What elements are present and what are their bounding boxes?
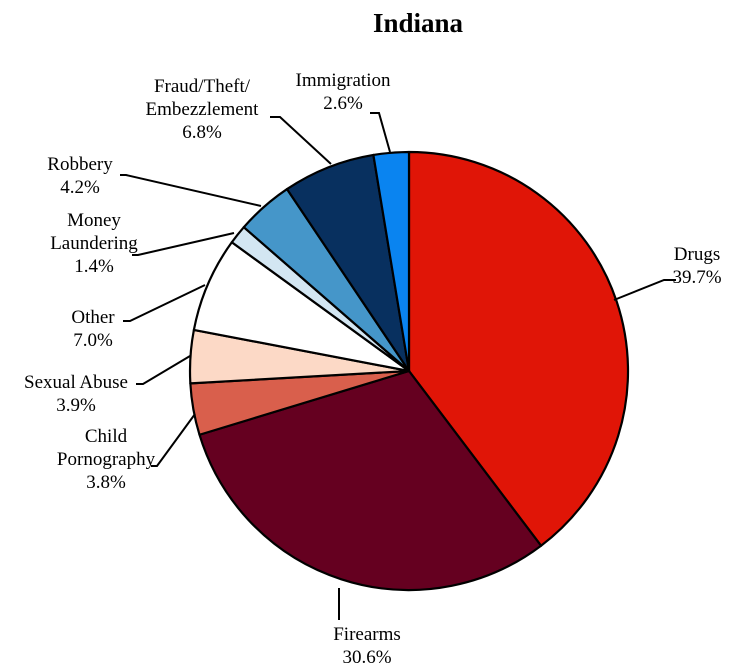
chart-title: Indiana (373, 8, 464, 38)
pie-slice-firearms (198, 369, 543, 592)
slice-label-immigration: Immigration 2.6% (296, 70, 391, 114)
slice-label-line: Money (67, 210, 121, 231)
slice-label-sexual-abuse: Sexual Abuse 3.9% (24, 372, 128, 416)
slice-label-line: Child (85, 426, 128, 447)
slice-label-line: Other (71, 307, 115, 328)
slice-label-firearms: Firearms 30.6% (333, 624, 401, 668)
leader-line-immigration (370, 112, 391, 153)
slice-labels: Drugs 39.7%Firearms 30.6%Child Pornography 3… (24, 70, 722, 668)
leader-line-sexual-abuse (136, 355, 191, 385)
slice-percent: 39.7% (672, 267, 721, 288)
pie-slices (188, 150, 630, 592)
slice-label-line: Drugs (674, 244, 720, 265)
slice-percent: 1.4% (74, 256, 114, 277)
slice-label-line: Laundering (50, 233, 138, 254)
leader-line-other (123, 284, 206, 322)
slice-label-line: Immigration (296, 70, 391, 91)
leader-line-robbery (120, 174, 262, 207)
pie-slice-immigration (372, 150, 411, 373)
slice-label-line: Embezzlement (146, 99, 260, 120)
slice-label-line: Sexual Abuse (24, 372, 128, 393)
slice-label-line: Fraud/Theft/ (154, 76, 251, 97)
leader-line-drugs (613, 279, 676, 301)
leader-line-fraud-theft-embezzlement (270, 116, 332, 165)
slice-percent: 30.6% (342, 647, 391, 668)
slice-label-drugs: Drugs 39.7% (672, 244, 721, 288)
slice-percent: 3.8% (86, 472, 126, 493)
slice-label-other: Other 7.0% (71, 307, 115, 351)
slice-label-line: Robbery (47, 154, 113, 175)
slice-percent: 6.8% (182, 122, 222, 143)
slice-label-robbery: Robbery 4.2% (47, 154, 113, 198)
leader-line-money-laundering (132, 232, 235, 256)
slice-label-child-pornography: Child Pornography 3.8% (57, 426, 156, 493)
pie-slice-drugs (407, 150, 630, 547)
slice-percent: 2.6% (323, 93, 363, 114)
slice-label-line: Firearms (333, 624, 401, 645)
leader-lines (120, 112, 676, 620)
slice-percent: 3.9% (56, 395, 96, 416)
slice-label-fraud-theft-embezzlement: Fraud/Theft/Embezzlement 6.8% (146, 76, 260, 143)
slice-label-line: Pornography (57, 449, 156, 470)
slice-percent: 4.2% (60, 177, 100, 198)
slice-label-money-laundering: Money Laundering 1.4% (50, 210, 138, 277)
leader-line-child-pornography (151, 413, 196, 467)
slice-percent: 7.0% (73, 330, 113, 351)
